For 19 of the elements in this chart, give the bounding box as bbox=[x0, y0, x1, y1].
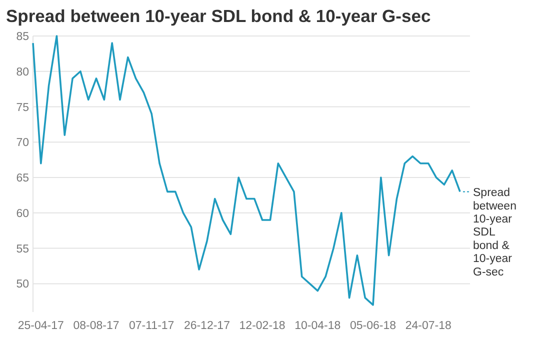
x-tick-label: 25-04-17 bbox=[18, 320, 64, 332]
x-tick-label: 07-11-17 bbox=[129, 320, 174, 332]
y-tick-label: 70 bbox=[16, 137, 29, 150]
x-tick-label: 12-02-18 bbox=[239, 320, 286, 332]
legend-label: Spread between 10-year SDL bond & 10-year G-sec bbox=[473, 187, 516, 278]
x-tick-label: 10-04-18 bbox=[294, 320, 341, 332]
y-tick-label: 55 bbox=[16, 243, 29, 256]
y-tick-label: 75 bbox=[16, 102, 29, 114]
chart-title: Spread between 10-year SDL bond & 10-year G-sec bbox=[6, 6, 431, 26]
y-tick-label: 60 bbox=[16, 208, 29, 220]
x-tick-label: 24-07-18 bbox=[405, 320, 452, 332]
y-tick-label: 65 bbox=[16, 172, 29, 185]
x-tick-label: 26-12-17 bbox=[184, 320, 230, 332]
y-tick-label: 80 bbox=[16, 66, 29, 78]
line-series bbox=[32, 35, 461, 306]
x-tick-label: 08-08-17 bbox=[73, 320, 120, 332]
y-tick-label: 85 bbox=[16, 31, 29, 44]
y-tick-label: 50 bbox=[16, 278, 29, 291]
x-tick-label: 05-06-18 bbox=[350, 320, 396, 332]
